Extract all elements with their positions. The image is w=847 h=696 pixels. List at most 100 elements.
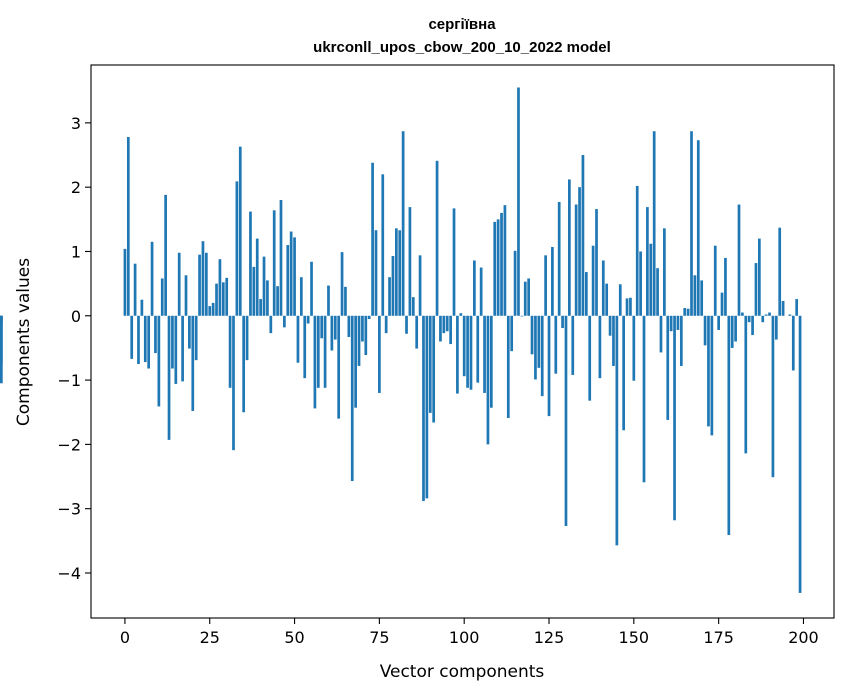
bar xyxy=(194,315,198,361)
bar xyxy=(425,315,429,499)
x-axis: 0 25 50 75 100 125 150 175 200 xyxy=(120,618,819,647)
bars-group xyxy=(0,87,802,593)
bar xyxy=(513,250,517,316)
bar xyxy=(225,277,229,316)
bar xyxy=(554,315,558,374)
bar xyxy=(693,275,697,316)
bar xyxy=(143,315,147,363)
bar xyxy=(391,255,395,316)
bar xyxy=(473,260,476,316)
x-tick-label: 200 xyxy=(788,628,819,647)
bar xyxy=(177,252,181,316)
bar xyxy=(500,212,503,316)
bar xyxy=(181,315,184,382)
bar xyxy=(483,315,486,393)
y-tick-label: −1 xyxy=(57,371,81,390)
bar xyxy=(557,201,561,316)
bar xyxy=(408,207,412,316)
y-axis: 3 2 1 0 −1 −2 −3 −4 xyxy=(57,114,91,583)
bar xyxy=(405,315,408,334)
bar xyxy=(547,315,551,417)
bar xyxy=(378,315,381,393)
bar xyxy=(754,263,758,316)
bar xyxy=(221,282,225,316)
bar xyxy=(679,315,683,366)
bar xyxy=(527,278,531,316)
bar xyxy=(276,286,279,316)
bar xyxy=(517,87,520,316)
bar xyxy=(432,315,436,423)
bar xyxy=(652,131,656,316)
bar xyxy=(401,131,405,316)
bar xyxy=(327,285,330,316)
bar xyxy=(768,312,771,316)
bar xyxy=(764,314,768,316)
bar xyxy=(160,278,164,316)
bar xyxy=(741,312,744,316)
bar xyxy=(551,246,554,316)
bar xyxy=(584,272,588,316)
bar xyxy=(347,315,351,337)
bar xyxy=(266,280,269,316)
bar xyxy=(710,315,714,436)
bar xyxy=(215,283,218,316)
bar xyxy=(171,315,174,369)
bar xyxy=(174,315,178,384)
bar xyxy=(279,200,283,316)
bar xyxy=(537,315,541,368)
bar xyxy=(781,300,785,316)
bar xyxy=(798,315,802,593)
bar xyxy=(601,260,605,316)
bar xyxy=(530,315,534,355)
bar xyxy=(262,256,266,316)
bar xyxy=(150,241,154,316)
chart-subtitle: ukrconll_upos_cbow_200_10_2022 model xyxy=(313,39,611,56)
bar xyxy=(232,315,235,451)
bar xyxy=(140,299,144,316)
bar xyxy=(493,221,497,316)
x-tick-label: 75 xyxy=(369,628,389,647)
y-tick-label: 3 xyxy=(71,114,81,133)
bar xyxy=(774,315,778,340)
bar xyxy=(649,243,653,316)
bar xyxy=(717,315,720,330)
bar xyxy=(398,230,402,316)
bar xyxy=(439,315,442,342)
bar xyxy=(238,146,242,316)
bar xyxy=(204,252,208,316)
x-tick-label: 50 xyxy=(284,628,304,647)
bar xyxy=(126,137,130,316)
bar xyxy=(456,315,459,394)
bar xyxy=(605,283,609,316)
bar xyxy=(486,315,490,445)
bar xyxy=(459,313,463,316)
bar xyxy=(673,315,676,521)
bar xyxy=(208,306,212,316)
y-tick-label: −2 xyxy=(57,435,81,454)
bar xyxy=(734,315,737,342)
bar xyxy=(568,179,571,316)
y-tick-label: −4 xyxy=(57,564,81,583)
bar xyxy=(540,315,544,397)
bar xyxy=(503,205,507,316)
bar xyxy=(544,255,547,316)
bar xyxy=(683,308,687,316)
bar xyxy=(337,315,341,419)
x-tick-label: 0 xyxy=(120,628,130,647)
bar xyxy=(167,315,171,440)
bar xyxy=(720,292,724,316)
bar xyxy=(615,315,619,546)
y-tick-label: −3 xyxy=(57,500,81,519)
bar xyxy=(761,315,765,323)
x-axis-label: Vector components xyxy=(380,662,545,682)
bar xyxy=(591,245,595,316)
bar xyxy=(696,140,700,316)
bar xyxy=(700,280,704,316)
bar xyxy=(333,315,337,340)
bar xyxy=(629,297,632,316)
bar xyxy=(428,315,432,413)
bar xyxy=(394,228,398,316)
bar xyxy=(479,267,483,316)
bar xyxy=(384,315,388,334)
bar xyxy=(510,315,514,352)
